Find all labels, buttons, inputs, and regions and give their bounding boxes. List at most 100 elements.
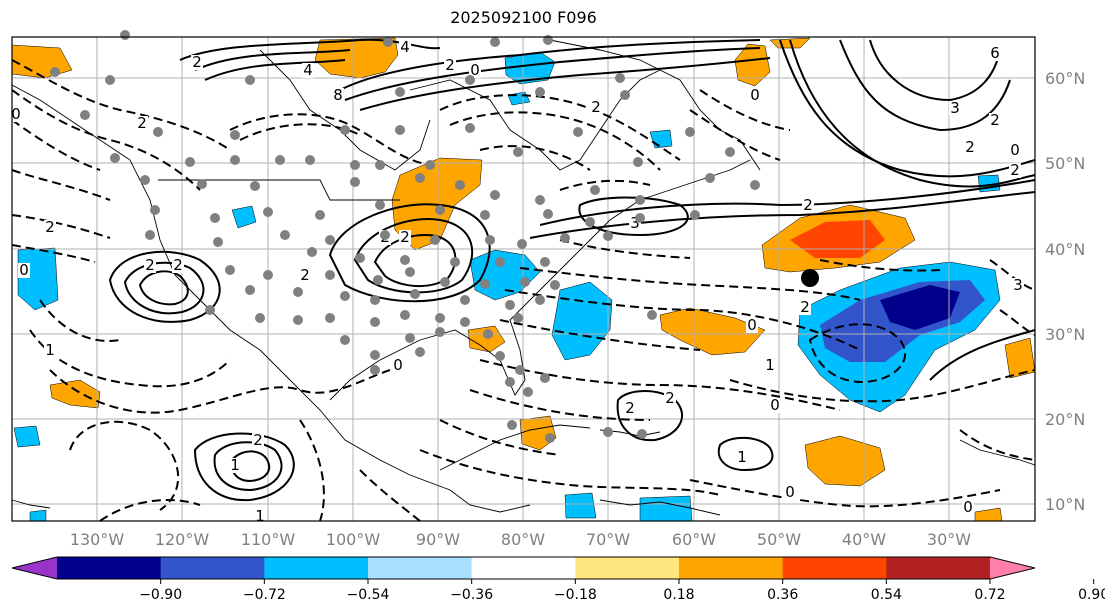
shade-patch (49, 379, 101, 409)
longitude-labels: 130°W 120°W 110°W 100°W 90°W 80°W 70°W 6… (70, 530, 971, 549)
contour-label: 0 (393, 356, 403, 374)
lon-label: 30°W (927, 530, 971, 549)
contour-label: 2 (1010, 161, 1020, 179)
contour-label: 1 (737, 448, 747, 466)
lon-label: 70°W (586, 530, 630, 549)
shade-patch (29, 509, 47, 522)
contour-label: 0 (785, 483, 795, 501)
lon-label: 120°W (155, 530, 210, 549)
contour-label: 2 (965, 138, 975, 156)
contour-label: 3 (630, 214, 640, 232)
contour-label: 2 (625, 399, 635, 417)
contour-label: 2 (800, 298, 810, 316)
map-frame (11, 36, 1036, 522)
colorbar-extend-low (12, 557, 57, 579)
contour-label: 0 (19, 261, 29, 279)
contour-label: 3 (950, 99, 960, 117)
latitude-labels: 60°N 50°N 40°N 30°N 20°N 10°N (1045, 69, 1085, 514)
negative-contours (11, 59, 1036, 522)
lat-label: 40°N (1045, 240, 1085, 259)
lon-label: 90°W (416, 530, 460, 549)
graticule (12, 37, 1035, 521)
colorbar-tick-label: 0.90 (1078, 587, 1105, 603)
shade-patch (880, 285, 960, 330)
contour-label: 2 (137, 114, 147, 132)
colorbar-tick-label: 0.36 (767, 587, 798, 603)
contour-label: 4 (400, 38, 410, 56)
colorbar-tick-label: −0.90 (139, 587, 182, 603)
shade-patch (13, 425, 41, 448)
contour-label: 4 (303, 61, 313, 79)
highlight-marker (801, 269, 819, 287)
map-title: 2025092100 F096 (450, 8, 597, 27)
colorbar-swatch (471, 557, 576, 579)
contour-label: 1 (45, 341, 55, 359)
contour-label: 2 (990, 111, 1000, 129)
contour-label: 2 (445, 56, 455, 74)
colorbar-swatch (886, 557, 991, 579)
lon-label: 130°W (70, 530, 125, 549)
lon-label: 110°W (241, 530, 296, 549)
shade-patch (804, 435, 886, 487)
lon-label: 40°W (842, 530, 886, 549)
colorbar-swatch (160, 557, 265, 579)
contour-label: 2 (400, 228, 410, 246)
lon-label: 50°W (757, 530, 801, 549)
shade-patch (467, 325, 506, 353)
lat-label: 60°N (1045, 69, 1085, 88)
contour-label: 2 (253, 431, 263, 449)
contour-label: 0 (770, 396, 780, 414)
colorbar-tick-label: −0.36 (450, 587, 493, 603)
contour-labels: 4220428632202222222322001221000320111002 (10, 38, 1024, 525)
contour-label: 0 (963, 498, 973, 516)
contour-label: 0 (747, 316, 757, 334)
coastlines (11, 39, 1036, 516)
contour-label: 1 (765, 356, 775, 374)
lat-label: 30°N (1045, 325, 1085, 344)
contour-label: 0 (750, 86, 760, 104)
shade-patch (231, 205, 257, 229)
contour-label: 2 (145, 256, 155, 274)
colorbar-swatch (679, 557, 784, 579)
colorbar-tick-label: 0.18 (663, 587, 694, 603)
contour-label: 0 (470, 61, 480, 79)
contour-label: 1 (230, 456, 240, 474)
colorbar-swatch (782, 557, 887, 579)
contour-label: 2 (803, 196, 813, 214)
shade-patch (659, 307, 766, 356)
contour-label: 6 (990, 44, 1000, 62)
contour-label: 0 (1010, 141, 1020, 159)
lon-label: 100°W (326, 530, 381, 549)
lat-label: 50°N (1045, 154, 1085, 173)
contour-label: 2 (591, 98, 601, 116)
colorbar: −0.90 −0.72 −0.54 −0.36 −0.18 0.18 0.36 0.54 0.7… (11, 556, 1105, 603)
positive-contours (108, 38, 1036, 502)
colorbar-tick-label: −0.18 (554, 587, 597, 603)
colorbar-tick-label: 0.72 (974, 587, 1005, 603)
contour-label: 8 (333, 86, 343, 104)
contour-label: 2 (173, 256, 183, 274)
contour-label: 3 (1013, 276, 1023, 294)
colorbar-tick-label: −0.54 (347, 587, 390, 603)
contour-label: 2 (45, 218, 55, 236)
shade-patch (734, 43, 771, 87)
shade-patch (564, 492, 597, 519)
colorbar-swatch (264, 557, 369, 579)
contour-label: 2 (192, 53, 202, 71)
lon-label: 80°W (501, 530, 545, 549)
contour-label: 2 (300, 266, 310, 284)
lat-label: 20°N (1045, 410, 1085, 429)
shade-patch (1004, 337, 1036, 379)
shade-patch (639, 495, 693, 522)
colorbar-tick-label: 0.54 (871, 587, 902, 603)
colorbar-tick-label: −0.72 (243, 587, 286, 603)
contour-label: 2 (665, 389, 675, 407)
colorbar-swatch (575, 557, 680, 579)
contour-label: 0 (11, 105, 21, 123)
colorbar-swatch (368, 557, 473, 579)
colorbar-extend-high (990, 557, 1035, 579)
lon-label: 60°W (672, 530, 716, 549)
station-dots (50, 30, 760, 443)
lat-label: 10°N (1045, 495, 1085, 514)
